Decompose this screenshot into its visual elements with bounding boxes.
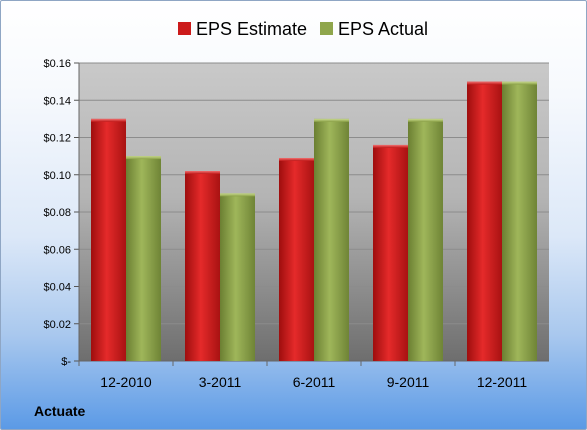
x-axis-ticks: 12-2010 3-2011 6-2011 9-2011 12-2011 <box>100 374 527 390</box>
legend-label: EPS Actual <box>338 19 428 39</box>
x-tick-label: 12-2010 <box>100 374 152 390</box>
legend-swatch <box>178 22 191 35</box>
legend-swatch <box>320 22 333 35</box>
y-tick-label: $0.04 <box>43 282 71 294</box>
x-tick-label: 3-2011 <box>199 374 242 390</box>
y-tick-label: $0.16 <box>43 58 71 70</box>
bar-eps-actual-cap <box>408 118 443 122</box>
bar-eps-estimate <box>279 157 314 361</box>
bar-eps-actual <box>126 156 161 361</box>
bar-eps-actual-cap <box>220 193 255 197</box>
y-axis-ticks: $- $0.02 $0.04 $0.06 $0.08 $0.10 $0.12 $0.14 $0.… <box>43 58 71 368</box>
bar-eps-actual <box>408 118 443 361</box>
bars <box>91 81 537 361</box>
y-tick-label: $0.10 <box>43 170 71 182</box>
bar-eps-estimate <box>373 144 408 361</box>
bar-eps-actual-cap <box>126 156 161 160</box>
bar-eps-estimate-cap <box>467 81 502 85</box>
bar-eps-estimate <box>91 118 126 361</box>
y-tick-label: $0.06 <box>43 244 71 256</box>
y-tick-label: $0.02 <box>43 319 71 331</box>
bar-eps-actual <box>314 118 349 361</box>
bar-eps-estimate-cap <box>185 171 220 175</box>
bar-eps-actual <box>502 81 537 361</box>
bar-eps-actual-cap <box>502 81 537 85</box>
y-tick-label: $0.12 <box>43 133 71 145</box>
bar-eps-estimate-cap <box>91 118 126 122</box>
bar-eps-actual-cap <box>314 118 349 122</box>
y-tick-label: $- <box>61 356 71 368</box>
bar-eps-estimate-cap <box>373 144 408 148</box>
bar-eps-estimate-cap <box>279 157 314 161</box>
company-name: Actuate <box>34 403 86 419</box>
bar-eps-estimate <box>467 81 502 361</box>
y-tick-label: $0.14 <box>43 95 71 107</box>
x-tick-label: 6-2011 <box>293 374 336 390</box>
y-tick-label: $0.08 <box>43 207 71 219</box>
bar-eps-estimate <box>185 171 220 361</box>
bar-eps-actual <box>220 193 255 361</box>
legend: EPS Estimate EPS Actual <box>178 19 428 39</box>
x-tick-label: 12-2011 <box>477 374 528 390</box>
x-tick-label: 9-2011 <box>387 374 430 390</box>
legend-label: EPS Estimate <box>196 19 307 39</box>
